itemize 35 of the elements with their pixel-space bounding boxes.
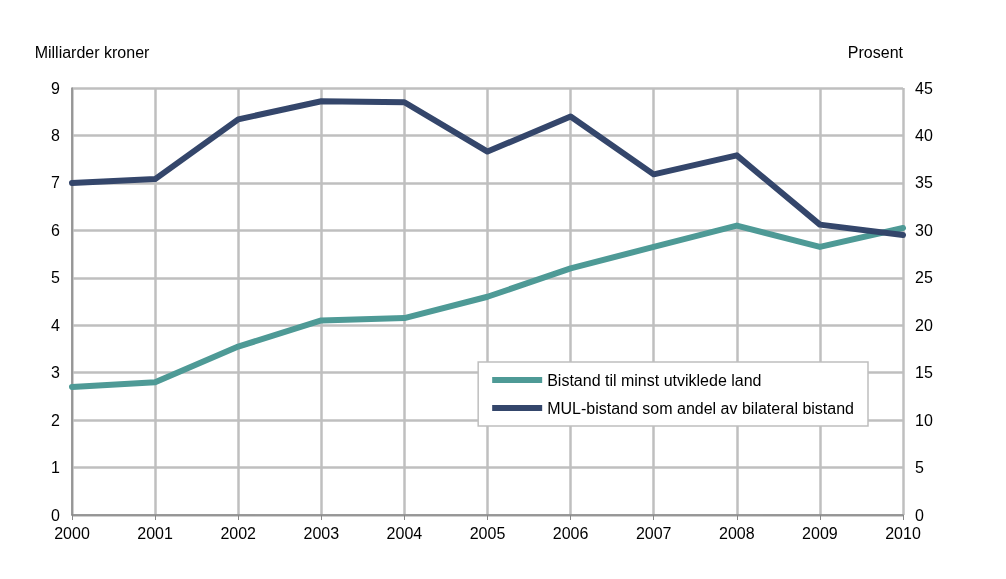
x-tick-label: 2005 [469,524,506,542]
y2-axis-title: Prosent [847,43,904,61]
x-tick-label: 2004 [386,524,423,542]
y2-tick-label: 10 [915,411,933,429]
y-tick-label: 2 [51,411,61,429]
y2-tick-label: 40 [915,126,933,144]
y-tick-label: 1 [51,459,61,477]
x-tick-label: 2002 [220,524,257,542]
x-tick-label: 2009 [802,524,838,542]
x-tick-label: 2007 [635,524,672,542]
y-tick-label: 3 [51,364,61,382]
y2-tick-label: 5 [915,459,924,477]
y-tick-label: 5 [51,269,61,287]
y2-tick-label: 30 [915,221,933,239]
y-axis-title: Milliarder kroner [34,43,151,61]
x-tick-label: 2003 [303,524,340,542]
y2-tick-label: 20 [915,316,933,334]
y-tick-label: 9 [51,79,61,97]
x-tick-label: 2008 [719,524,755,542]
x-tick-label: 2000 [54,524,90,542]
y-tick-label: 6 [51,221,61,239]
y2-tick-label: 45 [915,79,933,97]
y2-tick-label: 35 [915,174,933,192]
y2-tick-label: 0 [915,506,924,524]
legend-label: MUL-bistand som andel av bilateral bistand [547,399,854,417]
y-tick-label: 7 [51,174,61,192]
y-tick-label: 4 [51,316,61,334]
y-tick-label: 0 [51,506,61,524]
x-tick-label: 2001 [137,524,173,542]
x-tick-label: 2006 [552,524,589,542]
y2-tick-label: 25 [915,269,933,287]
y2-tick-label: 15 [915,364,933,382]
y-tick-label: 8 [51,126,61,144]
x-tick-label: 2010 [885,524,921,542]
legend-label: Bistand til minst utviklede land [547,371,762,389]
